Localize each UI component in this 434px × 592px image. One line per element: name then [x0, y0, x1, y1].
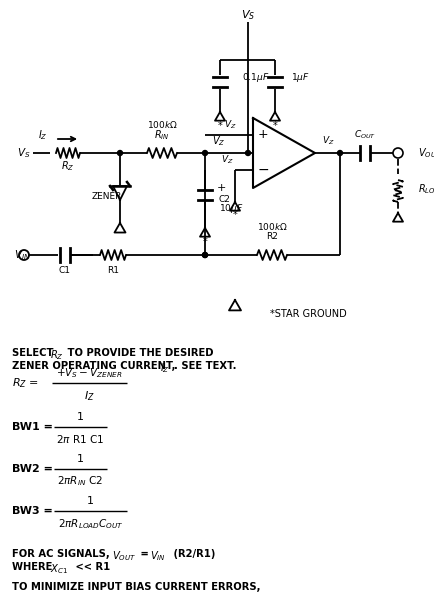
Text: ZENER: ZENER [92, 192, 122, 201]
Text: *: * [232, 210, 237, 220]
Text: BW3 =: BW3 = [12, 506, 56, 516]
Text: $0.1\mu F$: $0.1\mu F$ [241, 72, 269, 85]
Text: TO PROVIDE THE DESIRED: TO PROVIDE THE DESIRED [64, 348, 213, 358]
Circle shape [245, 150, 250, 156]
Text: *: * [272, 121, 277, 131]
Text: +: + [217, 183, 226, 193]
Text: $V_{IN}$: $V_{IN}$ [150, 549, 165, 563]
Text: $C_{OUT}$: $C_{OUT}$ [353, 128, 375, 141]
Text: $V_Z$: $V_Z$ [321, 135, 334, 147]
Text: $2\pi R_{IN}$ C2: $2\pi R_{IN}$ C2 [57, 474, 103, 488]
Text: SELECT: SELECT [12, 348, 57, 358]
Text: $V_S$: $V_S$ [240, 8, 255, 22]
Text: $2\pi$ R1 C1: $2\pi$ R1 C1 [56, 433, 104, 445]
Text: . SEE TEXT.: . SEE TEXT. [174, 361, 236, 371]
Text: $V_{OUT}$: $V_{OUT}$ [112, 549, 136, 563]
Text: TO MINIMIZE INPUT BIAS CURRENT ERRORS,: TO MINIMIZE INPUT BIAS CURRENT ERRORS, [12, 582, 260, 592]
Text: $V_Z$: $V_Z$ [224, 119, 237, 131]
Text: BW2 =: BW2 = [12, 464, 56, 474]
Text: $1\mu F$: $1\mu F$ [290, 72, 309, 85]
Text: *: * [202, 237, 207, 247]
Text: $R_Z$ =: $R_Z$ = [12, 376, 40, 390]
Text: (R2/R1): (R2/R1) [170, 549, 215, 559]
Text: $R_{LOAD}$: $R_{LOAD}$ [417, 182, 434, 196]
Text: *: * [217, 121, 222, 131]
Text: R2: R2 [266, 233, 277, 242]
Text: $R_Z$: $R_Z$ [61, 159, 75, 173]
Text: $2\pi R_{LOAD} C_{OUT}$: $2\pi R_{LOAD} C_{OUT}$ [57, 517, 123, 531]
Text: −: − [256, 163, 268, 177]
Text: 1: 1 [87, 496, 94, 506]
Text: *STAR GROUND: *STAR GROUND [270, 309, 346, 319]
Text: FOR AC SIGNALS,: FOR AC SIGNALS, [12, 549, 113, 559]
Text: $I_Z$: $I_Z$ [38, 128, 47, 142]
Circle shape [202, 150, 207, 156]
Text: +: + [257, 128, 268, 141]
Text: $100k\Omega$: $100k\Omega$ [256, 221, 287, 233]
Text: =: = [137, 549, 152, 559]
Text: $V_S$: $V_S$ [17, 146, 30, 160]
Text: $R_{IN}$: $R_{IN}$ [154, 128, 169, 142]
Text: $V_{OUT}$: $V_{OUT}$ [417, 146, 434, 160]
Text: R1: R1 [107, 266, 119, 275]
Text: $V_{IN}$: $V_{IN}$ [14, 248, 30, 262]
Text: ZENER OPERATING CURRENT,: ZENER OPERATING CURRENT, [12, 361, 178, 371]
Text: 1: 1 [77, 412, 84, 422]
Text: $+V_S - V_{ZENER}$: $+V_S - V_{ZENER}$ [56, 366, 122, 380]
Text: $V_Z$: $V_Z$ [220, 154, 233, 166]
Circle shape [337, 150, 342, 156]
Text: WHERE: WHERE [12, 562, 56, 572]
Circle shape [202, 253, 207, 258]
Text: $10\mu F$: $10\mu F$ [218, 202, 243, 215]
Text: $V_Z$: $V_Z$ [211, 134, 225, 148]
Text: $I_Z$: $I_Z$ [160, 361, 170, 375]
Circle shape [202, 253, 207, 258]
Text: $100k\Omega$: $100k\Omega$ [146, 120, 177, 130]
Text: BW1 =: BW1 = [12, 422, 56, 432]
Text: $I_Z$: $I_Z$ [84, 389, 95, 403]
Text: 1: 1 [77, 454, 84, 464]
Text: $R_Z$: $R_Z$ [50, 348, 64, 362]
Circle shape [117, 150, 122, 156]
Text: C2: C2 [218, 195, 230, 204]
Text: $X_{C1}$: $X_{C1}$ [50, 562, 68, 576]
Text: << R1: << R1 [72, 562, 110, 572]
Text: C1: C1 [59, 266, 71, 275]
